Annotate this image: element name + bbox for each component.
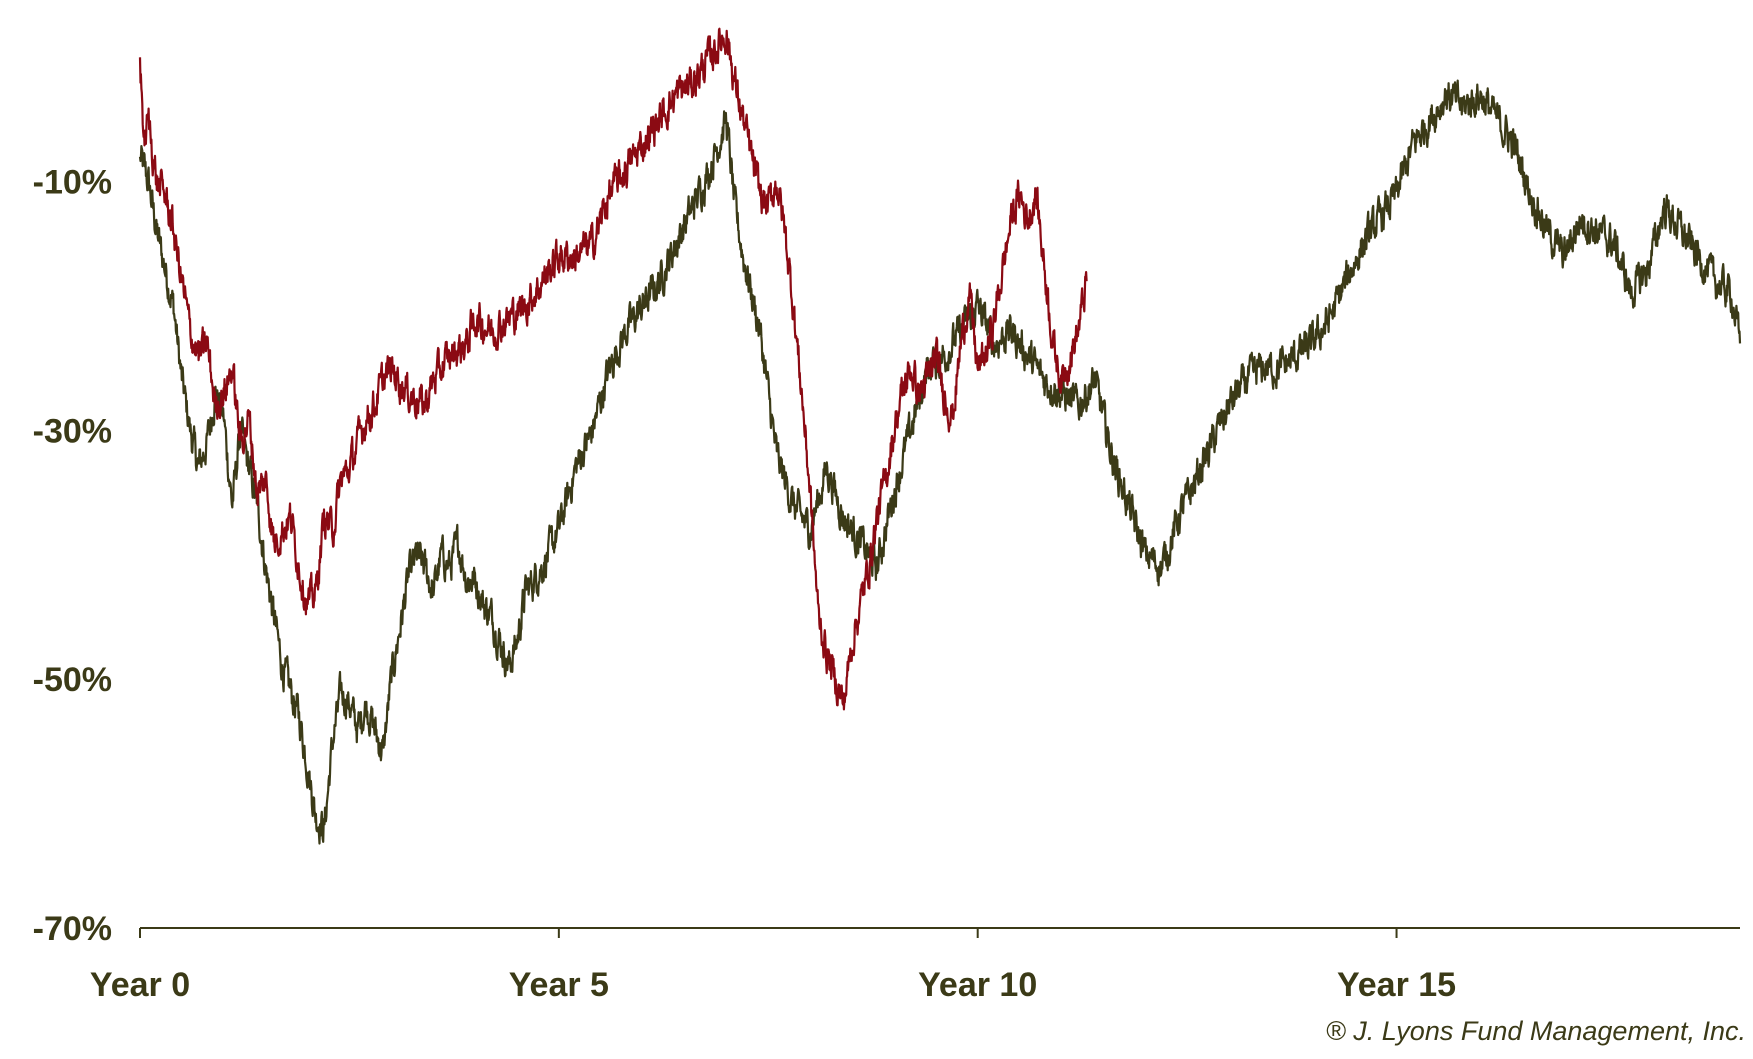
x-tick-label: Year 5 xyxy=(509,966,609,1004)
series-layer xyxy=(138,27,1742,845)
copyright-text: ® J. Lyons Fund Management, Inc. xyxy=(1326,1016,1746,1046)
y-axis-ticks: -10% -30% -50% -70% xyxy=(33,164,112,948)
x-tick-label: Year 15 xyxy=(1337,966,1456,1004)
y-tick-label: -50% xyxy=(33,661,112,699)
series-line-red xyxy=(138,27,1088,711)
x-tick-label: Year 10 xyxy=(918,966,1037,1004)
y-tick-label: -10% xyxy=(33,164,112,202)
y-tick-label: -30% xyxy=(33,412,112,450)
y-tick-label: -70% xyxy=(33,910,112,948)
series-line-olive xyxy=(138,79,1742,845)
x-axis-ticks: Year 0 Year 5 Year 10 Year 15 xyxy=(90,928,1456,1004)
x-tick-label: Year 0 xyxy=(90,966,190,1004)
